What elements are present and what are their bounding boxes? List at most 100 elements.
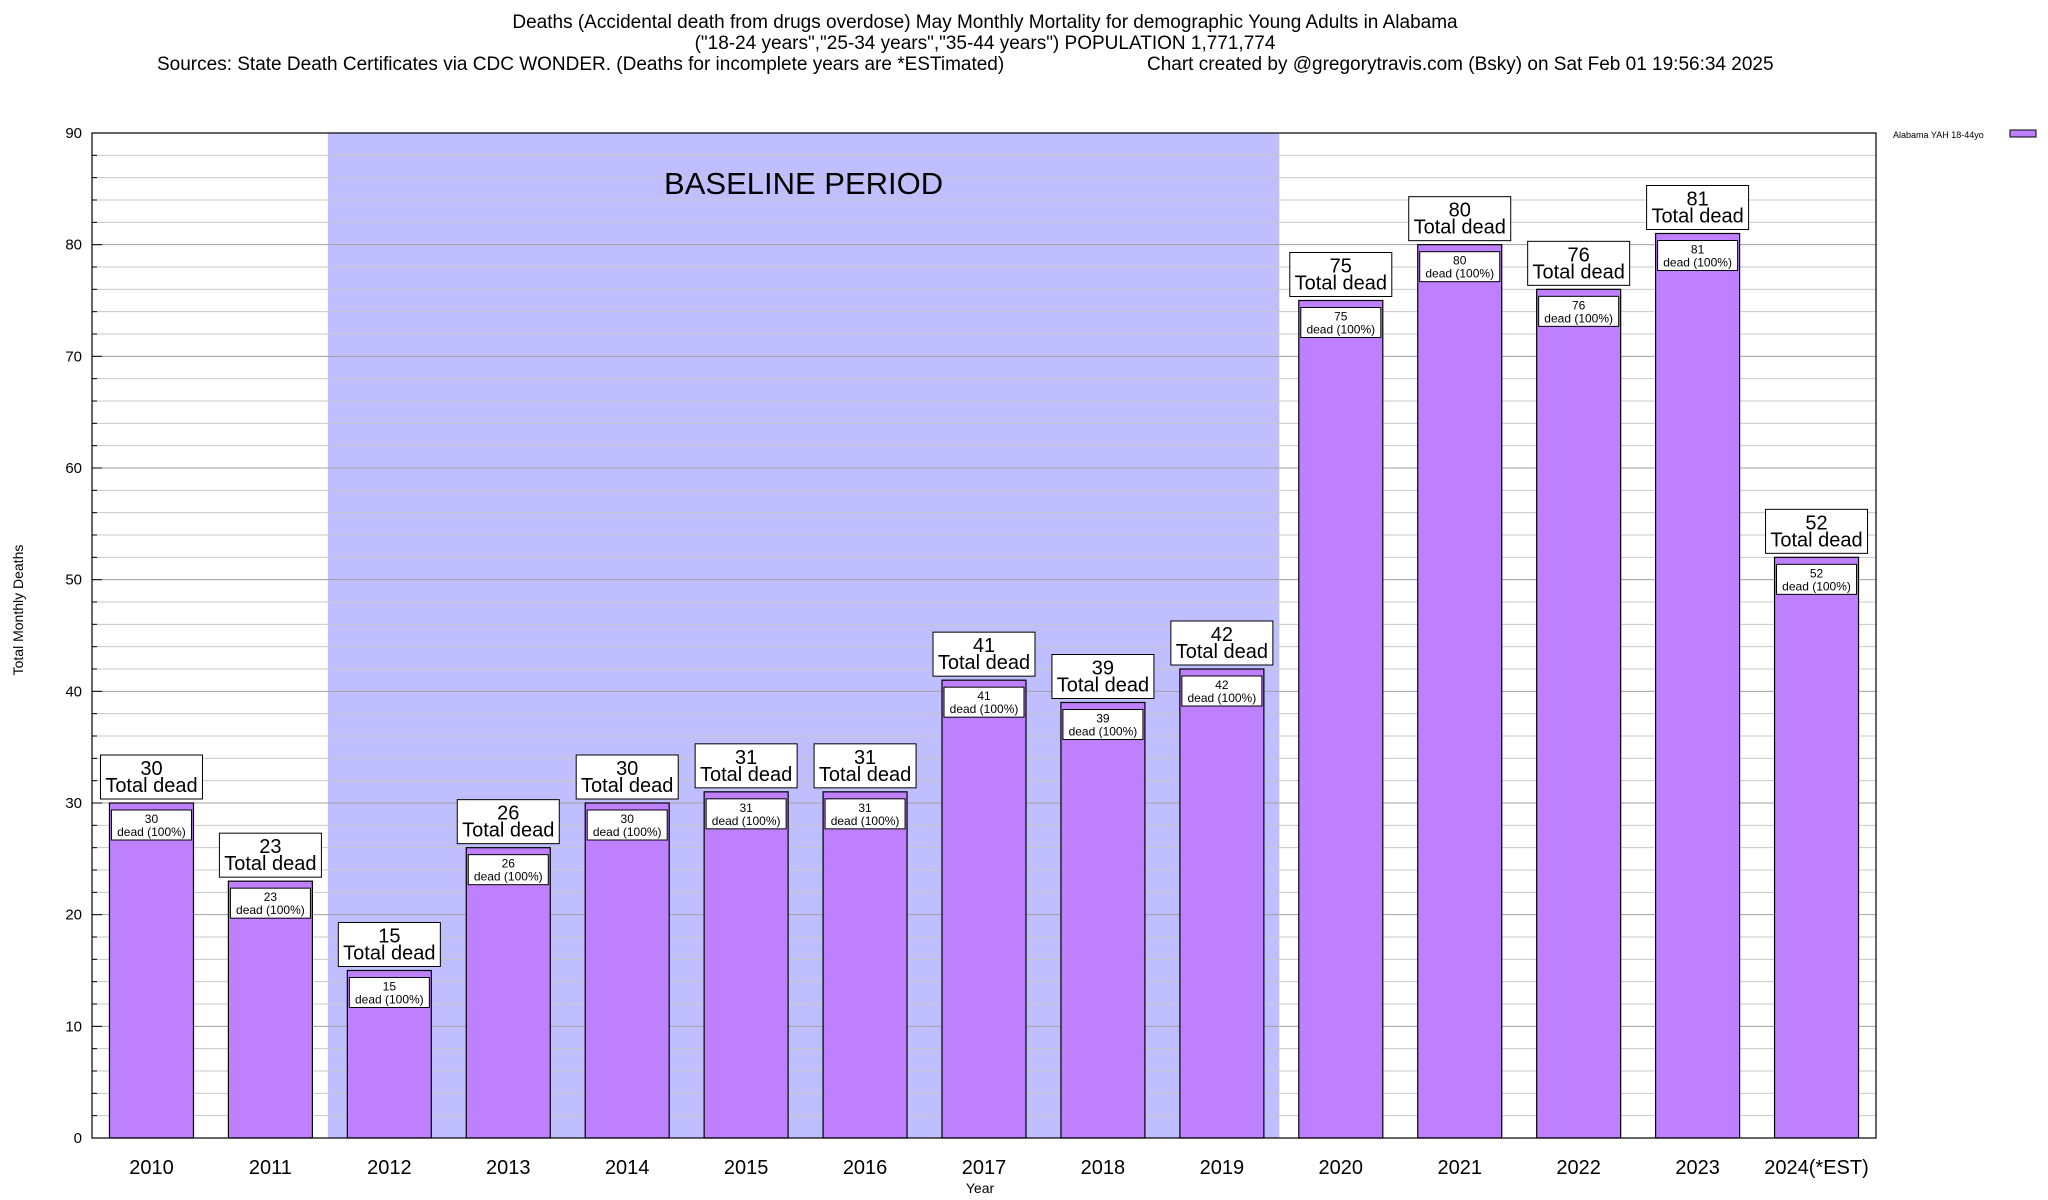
- x-tick-label: 2021: [1437, 1157, 1482, 1179]
- total-label-box: [337, 922, 441, 967]
- total-label-box: [1289, 252, 1393, 297]
- inner-label-value: 80: [1453, 254, 1467, 268]
- total-label-value: 26: [497, 803, 519, 825]
- chart-title-block: Deaths (Accidental death from drugs over…: [0, 12, 1970, 54]
- total-label-text: Total dead: [224, 853, 316, 875]
- inner-label-value: 23: [264, 890, 278, 904]
- total-label-value: 52: [1805, 512, 1827, 534]
- total-label-text: Total dead: [700, 764, 792, 786]
- inner-label-value: 76: [1572, 298, 1586, 312]
- total-label-box: [932, 631, 1036, 677]
- total-label-box: [218, 832, 322, 878]
- bar: [1298, 299, 1384, 1139]
- inner-label-box: [467, 854, 549, 886]
- inner-label-text: dead (100%): [712, 814, 781, 828]
- inner-label-value: 31: [858, 801, 872, 815]
- chart-sources: Sources: State Death Certificates via CD…: [157, 54, 1005, 75]
- total-label-text: Total dead: [819, 764, 911, 786]
- inner-label-text: dead (100%): [593, 825, 662, 839]
- inner-label-box: [1062, 709, 1144, 740]
- x-tick-label: 2010: [129, 1157, 174, 1179]
- inner-label-value: 42: [1215, 678, 1229, 692]
- y-tick-label: 30: [65, 795, 82, 812]
- bar: [941, 679, 1027, 1139]
- y-tick-label: 60: [65, 460, 82, 477]
- total-label-box: [1765, 508, 1869, 554]
- inner-label-box: [586, 809, 668, 841]
- inner-label-value: 75: [1334, 310, 1348, 324]
- inner-label-box: [943, 686, 1025, 718]
- bar: [1060, 701, 1146, 1139]
- inner-label-text: dead (100%): [236, 903, 305, 917]
- total-label-value: 42: [1211, 624, 1233, 646]
- total-label-text: Total dead: [343, 943, 435, 965]
- total-label-box: [99, 754, 203, 800]
- x-tick-label: 2020: [1319, 1157, 1364, 1179]
- inner-label-value: 30: [621, 812, 635, 826]
- bar: [227, 880, 313, 1139]
- total-label-text: Total dead: [1414, 217, 1506, 239]
- x-tick-label: 2016: [843, 1157, 888, 1179]
- inner-label-text: dead (100%): [1069, 725, 1138, 739]
- plot-frame: [91, 132, 1877, 1139]
- x-tick-label: 2024(*EST): [1764, 1157, 1869, 1179]
- x-tick-label: 2019: [1200, 1157, 1245, 1179]
- total-label-value: 81: [1686, 189, 1708, 211]
- total-label-text: Total dead: [581, 775, 673, 797]
- inner-label-box: [1776, 563, 1858, 595]
- total-label-value: 41: [973, 635, 995, 657]
- bar: [1179, 668, 1265, 1139]
- inner-label-box: [824, 798, 906, 830]
- total-label-value: 39: [1092, 658, 1114, 680]
- bar: [1654, 232, 1741, 1139]
- chart-subtitle: ("18-24 years","25-34 years","35-44 year…: [694, 33, 1276, 54]
- total-label-text: Total dead: [462, 820, 554, 842]
- inner-label-text: dead (100%): [1425, 267, 1494, 281]
- total-label-text: Total dead: [1176, 641, 1268, 663]
- inner-label-text: dead (100%): [950, 702, 1019, 716]
- total-label-value: 80: [1449, 200, 1471, 222]
- total-label-text: Total dead: [1651, 206, 1743, 228]
- y-tick-label: 0: [74, 1130, 82, 1147]
- inner-label-text: dead (100%): [1188, 691, 1257, 705]
- total-label-text: Total dead: [1057, 675, 1149, 697]
- inner-label-box: [1657, 240, 1739, 271]
- inner-label-value: 30: [145, 812, 159, 826]
- inner-label-value: 31: [739, 801, 753, 815]
- total-label-box: [1646, 185, 1750, 230]
- inner-label-text: dead (100%): [474, 870, 543, 884]
- inner-label-value: 26: [502, 857, 516, 871]
- total-label-value: 30: [616, 758, 638, 780]
- x-tick-label: 2013: [486, 1157, 531, 1179]
- total-label-box: [1527, 240, 1631, 286]
- baseline-label: BASELINE PERIOD: [664, 166, 943, 201]
- total-label-value: 31: [854, 747, 876, 769]
- y-tick-label: 50: [65, 572, 82, 589]
- inner-label-text: dead (100%): [1663, 256, 1732, 270]
- inner-label-value: 81: [1691, 243, 1705, 257]
- inner-label-box: [1419, 251, 1501, 283]
- total-label-box: [1051, 654, 1155, 699]
- inner-label-box: [348, 977, 430, 1008]
- total-label-text: Total dead: [1533, 261, 1625, 283]
- y-tick-label: 80: [65, 237, 82, 254]
- y-axis-label: Total Monthly Deaths: [10, 544, 26, 676]
- total-label-text: Total dead: [938, 652, 1030, 674]
- total-label-text: Total dead: [1770, 529, 1862, 551]
- x-tick-label: 2022: [1556, 1157, 1601, 1179]
- x-tick-label: 2023: [1675, 1157, 1720, 1179]
- inner-label-text: dead (100%): [1544, 311, 1613, 325]
- inner-label-value: 41: [977, 689, 991, 703]
- y-tick-label: 10: [65, 1018, 82, 1035]
- total-label-box: [1170, 620, 1274, 666]
- inner-label-text: dead (100%): [355, 993, 424, 1007]
- total-label-box: [694, 743, 798, 789]
- bar: [1773, 556, 1860, 1139]
- total-label-value: 30: [140, 758, 162, 780]
- bar: [584, 802, 670, 1139]
- y-tick-label: 40: [65, 683, 82, 700]
- chart-title: Deaths (Accidental death from drugs over…: [512, 12, 1458, 33]
- total-label-box: [575, 754, 679, 800]
- chart-credit: Chart created by @gregorytravis.com (Bsk…: [1147, 54, 1774, 75]
